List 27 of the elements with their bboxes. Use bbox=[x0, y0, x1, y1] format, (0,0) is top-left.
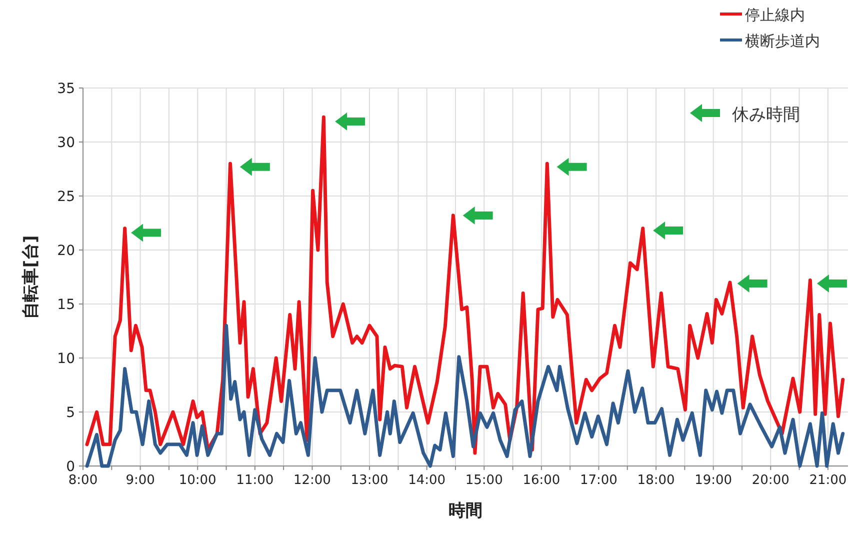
y-tick-label: 30 bbox=[57, 135, 75, 151]
y-tick-label: 20 bbox=[57, 243, 75, 259]
legend-label: 休み時間 bbox=[732, 105, 800, 125]
x-axis-title: 時間 bbox=[448, 501, 482, 521]
y-tick-label: 35 bbox=[57, 81, 75, 97]
y-tick-label: 0 bbox=[66, 459, 75, 475]
x-tick-label: 8:00 bbox=[68, 473, 98, 488]
x-tick-label: 14:00 bbox=[408, 473, 446, 488]
x-tick-label: 20:00 bbox=[752, 473, 790, 488]
x-tick-label: 16:00 bbox=[522, 473, 560, 488]
y-tick-label: 5 bbox=[66, 405, 75, 421]
x-tick-label: 15:00 bbox=[465, 473, 503, 488]
y-tick-label: 15 bbox=[57, 297, 75, 313]
x-tick-label: 12:00 bbox=[293, 473, 331, 488]
x-tick-label: 9:00 bbox=[126, 473, 155, 488]
y-axis-title: 自転車[台] bbox=[21, 235, 41, 319]
x-tick-label: 13:00 bbox=[350, 473, 388, 488]
y-tick-label: 10 bbox=[57, 351, 75, 367]
legend-label: 停止線内 bbox=[745, 6, 805, 24]
x-tick-label: 11:00 bbox=[236, 473, 274, 488]
x-tick-label: 10:00 bbox=[178, 473, 216, 488]
legend-label: 横断歩道内 bbox=[745, 32, 820, 50]
x-tick-label: 19:00 bbox=[694, 473, 732, 488]
y-tick-label: 25 bbox=[57, 189, 75, 205]
x-tick-label: 21:00 bbox=[809, 473, 847, 488]
x-tick-label: 18:00 bbox=[637, 473, 675, 488]
x-tick-label: 17:00 bbox=[580, 473, 618, 488]
